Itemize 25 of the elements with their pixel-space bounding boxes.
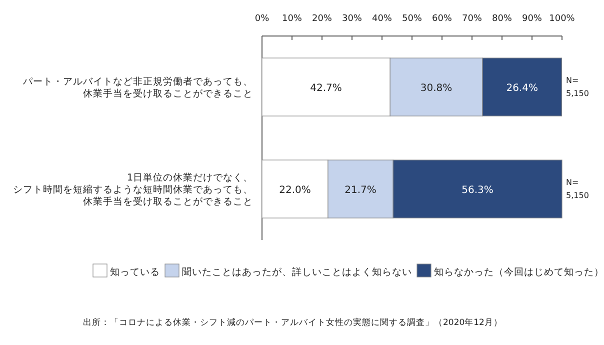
x-tick-label: 80% <box>492 14 512 24</box>
x-tick-label: 90% <box>522 14 542 24</box>
data-label: 30.8% <box>420 83 452 94</box>
data-label: 22.0% <box>279 185 311 196</box>
data-label: 42.7% <box>310 83 342 94</box>
legend-label: 聞いたことはあったが、詳しいことはよく知らない <box>182 266 412 278</box>
legend-label: 知らなかった（今回はじめて知った） <box>434 266 604 278</box>
data-label: 21.7% <box>344 185 376 196</box>
x-tick-label: 10% <box>282 14 302 24</box>
y-tick-label: パート・アルバイトなど非正規労働者であっても、休業手当を受け取ることができること <box>22 76 253 100</box>
x-tick-label: 0% <box>254 14 270 24</box>
data-label: 26.4% <box>506 83 538 94</box>
x-tick-label: 70% <box>462 14 482 24</box>
y-tick-label: 1日単位の休業だけでなく、シフト時間を短縮するような短時間休業であっても、休業手当を受け取ることができること <box>13 172 253 208</box>
legend-label: 知っている <box>110 266 160 278</box>
x-tick-label: 40% <box>372 14 392 24</box>
data-label: 56.3% <box>462 185 494 196</box>
x-tick-label: 20% <box>312 14 332 24</box>
x-tick-label: 100% <box>549 14 576 24</box>
annotation: N= 5,150 <box>566 76 589 98</box>
annotation: N= 5,150 <box>566 178 589 200</box>
text: 出所：「コロナによる休業・シフト減のパート・アルバイト女性の実態に関する調査」（2020年12月） <box>83 317 502 328</box>
x-tick-label: 50% <box>402 14 422 24</box>
x-tick-label: 60% <box>432 14 452 24</box>
x-tick-label: 30% <box>342 14 362 24</box>
